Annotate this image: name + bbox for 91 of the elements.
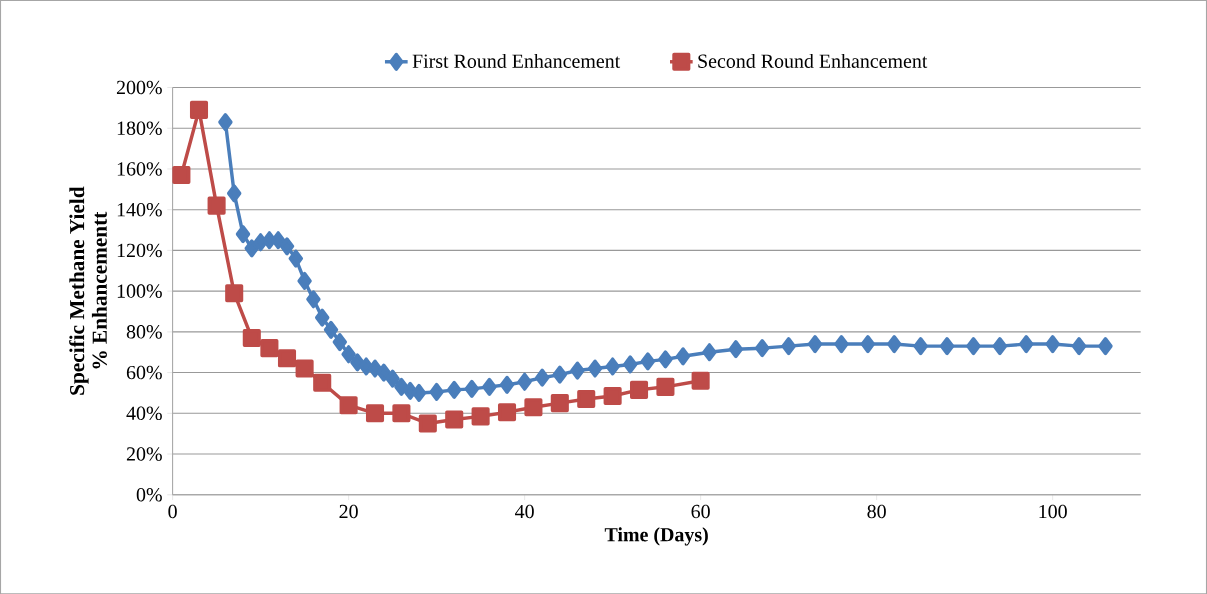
point — [587, 359, 603, 378]
point — [605, 357, 620, 376]
point — [834, 334, 849, 353]
point — [658, 350, 673, 369]
point — [314, 308, 330, 327]
point — [376, 363, 392, 382]
point — [323, 320, 339, 339]
y-tick-label: 0% — [136, 487, 162, 502]
point — [341, 345, 356, 364]
point — [445, 410, 464, 429]
y-axis-title: Specific Methane Yield % Enhancementt — [69, 186, 107, 395]
point — [702, 343, 717, 362]
point — [447, 380, 462, 399]
point — [781, 336, 796, 355]
point — [913, 336, 928, 355]
point — [297, 271, 312, 290]
point — [332, 332, 348, 351]
x-axis-title: Time (Days) — [604, 527, 708, 546]
point — [392, 404, 411, 423]
point — [295, 359, 314, 378]
point — [640, 352, 656, 371]
y-tick-label: 120% — [117, 243, 162, 257]
y-tick-label: 100% — [117, 284, 162, 298]
point — [350, 353, 365, 372]
point — [313, 373, 332, 392]
y-tick-label: 60% — [126, 365, 162, 380]
point — [235, 224, 251, 243]
point — [1019, 334, 1034, 353]
point — [992, 336, 1008, 355]
point — [623, 355, 638, 374]
point — [577, 389, 596, 408]
point — [189, 100, 209, 119]
point — [418, 414, 437, 433]
point — [535, 368, 550, 387]
point — [339, 395, 358, 415]
point — [429, 382, 444, 401]
y-tick-label: 80% — [126, 324, 162, 339]
point — [691, 371, 710, 390]
point — [603, 386, 622, 405]
point — [552, 365, 568, 384]
point — [394, 377, 409, 396]
y-tick-label: 140% — [117, 202, 162, 217]
point — [755, 338, 770, 357]
point — [242, 328, 261, 347]
point — [365, 404, 385, 423]
point — [218, 112, 233, 131]
point — [550, 393, 569, 412]
point — [1098, 336, 1113, 355]
point — [207, 196, 226, 215]
point — [471, 407, 490, 426]
point — [279, 237, 295, 256]
point — [244, 239, 260, 258]
x-tick-label: 60 — [691, 504, 710, 519]
point — [966, 336, 981, 355]
point — [497, 403, 517, 422]
point — [939, 336, 955, 355]
x-tick-label: 100 — [1039, 504, 1067, 519]
point — [499, 375, 515, 394]
point — [464, 379, 480, 398]
x-tick-label: 40 — [515, 504, 534, 519]
point — [482, 377, 497, 396]
y-tick-label: 160% — [117, 162, 162, 176]
point — [306, 290, 321, 309]
y-tick-label: 40% — [126, 406, 162, 420]
y-tick-label: 180% — [117, 121, 162, 135]
point — [629, 380, 649, 399]
y-tick-label: 200% — [116, 80, 162, 95]
point — [260, 338, 279, 357]
legend-label: Second Round Enhancement — [698, 53, 928, 68]
y-tick-label: 20% — [126, 447, 162, 461]
x-tick-label: 80 — [867, 504, 886, 519]
point — [172, 165, 191, 184]
point — [887, 334, 902, 353]
point — [860, 334, 876, 353]
point — [1071, 336, 1087, 355]
point — [385, 369, 400, 388]
point — [807, 334, 823, 353]
x-tick-label: 20 — [339, 504, 358, 519]
point — [288, 249, 304, 268]
point — [524, 397, 543, 417]
x-tick-label: 0 — [168, 504, 177, 519]
point — [728, 339, 744, 359]
point — [1045, 334, 1060, 353]
point — [675, 347, 691, 366]
legend-label: First Round Enhancement — [412, 53, 621, 68]
point — [656, 377, 675, 396]
point — [570, 361, 585, 380]
point — [226, 184, 242, 203]
point — [517, 372, 532, 391]
point — [277, 349, 297, 368]
point — [225, 283, 244, 303]
